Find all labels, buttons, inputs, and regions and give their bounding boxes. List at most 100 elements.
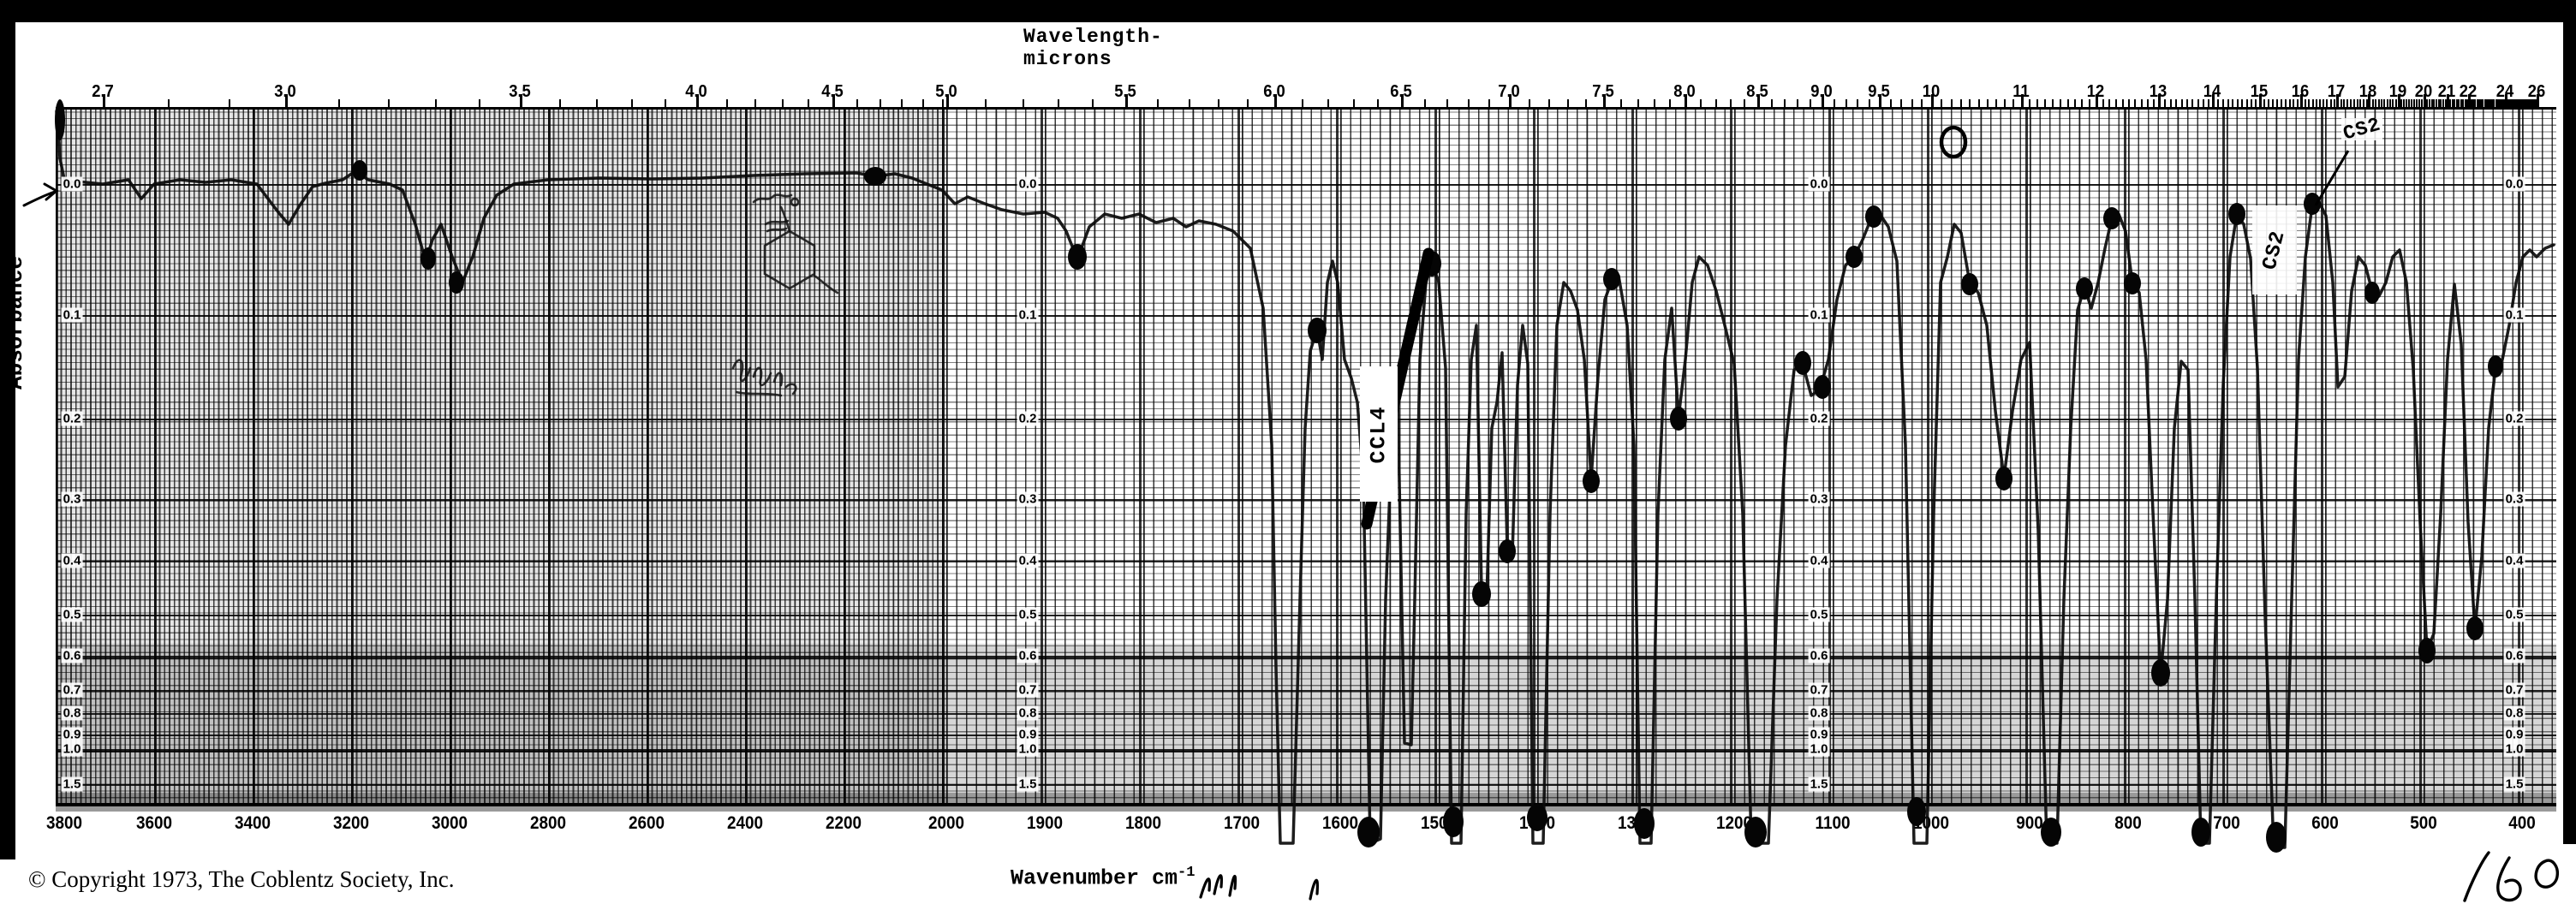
bottom-tick-label-2200: 2200	[825, 813, 862, 833]
gridline-absorbance-0.7	[56, 690, 2556, 692]
top-minor-tick	[2202, 99, 2204, 108]
top-tick-2.7	[103, 94, 105, 108]
gridline-vertical	[351, 110, 354, 805]
top-minor-tick	[2232, 99, 2234, 108]
top-tick-label-21: 21	[2437, 82, 2456, 101]
solvent-label-cs2-vertical: CS2	[2252, 205, 2297, 294]
top-minor-tick	[2501, 99, 2504, 108]
top-minor-tick	[2418, 99, 2421, 108]
top-minor-tick	[2436, 99, 2437, 108]
top-minor-tick	[168, 99, 170, 108]
absorbance-label-col0-0.6: 0.6	[61, 648, 83, 663]
top-minor-tick	[1467, 99, 1470, 108]
bottom-tick-label-1100: 1100	[1815, 813, 1851, 833]
top-minor-tick	[2169, 99, 2172, 108]
trace-ink-blob	[2191, 818, 2210, 847]
gridline-absorbance-1.0	[56, 749, 2556, 752]
bottom-tick-label-2800: 2800	[529, 813, 567, 833]
top-minor-tick	[2523, 99, 2525, 108]
absorbance-label-col3-0.1: 0.1	[2503, 307, 2525, 323]
gridline-absorbance-0.3	[56, 499, 2556, 501]
top-minor-tick	[1757, 99, 1760, 108]
absorbance-label-col1-0.3: 0.3	[1017, 491, 1039, 507]
absorbance-label-col2-1.0: 1.0	[1808, 741, 1830, 757]
top-minor-tick	[2175, 99, 2178, 108]
top-minor-tick	[2108, 99, 2111, 108]
top-minor-tick	[2389, 99, 2391, 108]
top-minor-tick	[2222, 99, 2225, 108]
top-minor-tick	[2343, 99, 2346, 108]
top-minor-tick	[2520, 99, 2523, 108]
gridline-vertical	[745, 110, 748, 805]
top-tick-5.0	[946, 94, 949, 108]
top-minor-tick	[2255, 99, 2257, 108]
top-minor-tick	[2392, 99, 2394, 108]
top-minor-tick	[1584, 99, 1587, 108]
top-minor-tick	[2319, 99, 2321, 108]
top-minor-tick	[1729, 99, 1732, 108]
absorbance-label-col1-0.5: 0.5	[1017, 607, 1039, 622]
top-tick-label-15: 15	[2250, 82, 2269, 101]
top-minor-tick	[1547, 99, 1550, 108]
top-minor-tick	[2146, 99, 2149, 108]
gridline-absorbance-0.5	[56, 615, 2556, 616]
gridline-vertical	[450, 110, 452, 805]
top-minor-tick	[2268, 99, 2270, 108]
top-minor-tick	[2433, 99, 2436, 108]
top-minor-tick	[2478, 99, 2480, 108]
top-minor-tick	[434, 99, 437, 108]
top-minor-tick	[2300, 99, 2303, 108]
top-minor-tick	[2081, 99, 2084, 108]
gridline-vertical	[1828, 110, 1831, 805]
top-minor-tick	[1744, 99, 1745, 108]
top-minor-tick	[2491, 99, 2494, 108]
bottom-tick-label-800: 800	[2114, 813, 2142, 833]
gridline-absorbance-0.2	[56, 419, 2556, 420]
top-minor-tick	[2480, 99, 2483, 108]
top-axis-line	[56, 107, 2556, 110]
handwritten-arrow	[22, 182, 59, 207]
top-minor-tick	[338, 99, 341, 108]
top-tick-label-22: 22	[2459, 82, 2478, 101]
top-minor-tick	[1714, 99, 1717, 108]
top-minor-tick	[1566, 99, 1569, 108]
absorbance-label-col3-0.6: 0.6	[2503, 648, 2525, 663]
top-minor-tick	[2020, 99, 2023, 108]
absorbance-label-col2-0.1: 0.1	[1808, 307, 1830, 323]
absorbance-label-col0-0.9: 0.9	[61, 727, 83, 742]
top-minor-tick	[2333, 99, 2335, 108]
top-minor-tick	[2012, 99, 2014, 108]
scan-border-top	[0, 0, 2576, 22]
trace-ink-blob	[2266, 822, 2287, 853]
top-minor-tick	[1950, 99, 1953, 108]
bottom-tick-label-2400: 2400	[726, 813, 764, 833]
top-minor-tick	[879, 99, 881, 108]
absorbance-label-col0-0.0: 0.0	[61, 176, 83, 192]
bottom-tick-label-2000: 2000	[927, 813, 965, 833]
gridline-absorbance-0.1	[56, 315, 2556, 317]
top-tick-label-18: 18	[2358, 82, 2377, 101]
top-minor-tick	[2152, 99, 2155, 108]
top-minor-tick	[2530, 99, 2531, 108]
absorbance-label-col0-0.1: 0.1	[61, 307, 83, 323]
top-minor-tick	[1822, 99, 1824, 108]
top-minor-tick	[1619, 99, 1622, 108]
top-minor-tick	[2371, 99, 2374, 108]
top-minor-tick	[1157, 99, 1160, 108]
absorbance-label-col2-0.4: 0.4	[1808, 553, 1830, 568]
absorbance-label-col2-0.5: 0.5	[1808, 607, 1830, 622]
bottom-tick-label-700: 700	[2213, 813, 2240, 833]
top-minor-tick	[2470, 99, 2472, 108]
gridline-vertical	[1139, 110, 1142, 805]
top-minor-tick	[2128, 99, 2130, 108]
absorbance-label-col0-1.5: 1.5	[61, 776, 83, 792]
top-minor-tick	[2180, 99, 2183, 108]
top-minor-tick	[2350, 99, 2352, 108]
top-tick-label-11: 11	[2012, 82, 2030, 101]
top-minor-tick	[2346, 99, 2349, 108]
top-minor-tick	[229, 99, 231, 108]
top-minor-tick	[2102, 99, 2104, 108]
top-tick-label-14: 14	[2203, 82, 2221, 101]
absorbance-label-col1-0.0: 0.0	[1017, 176, 1039, 192]
top-minor-tick	[2383, 99, 2386, 108]
